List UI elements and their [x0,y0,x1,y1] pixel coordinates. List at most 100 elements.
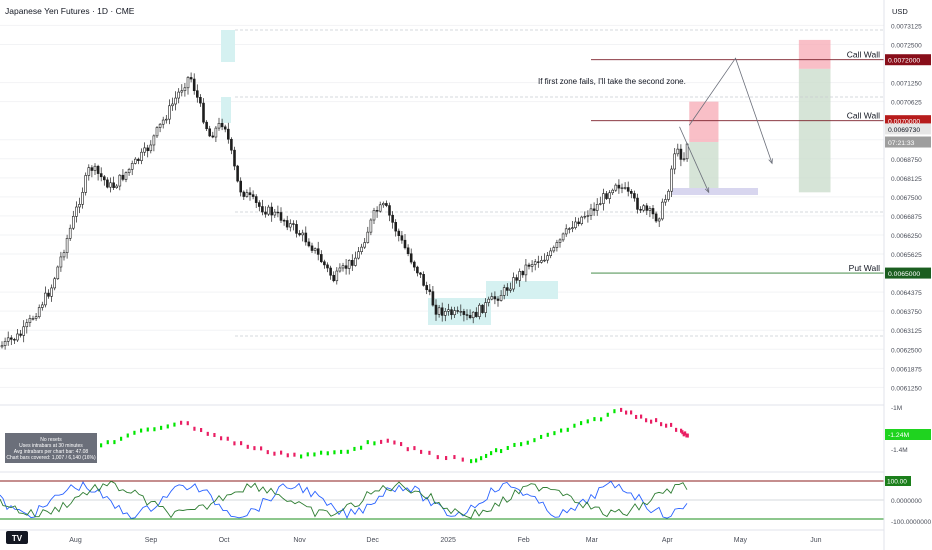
candle-body [363,242,367,248]
candle-body [223,126,227,130]
indicator-bar [226,436,229,441]
candle-body [471,311,475,319]
price-tick-label: 0.0061875 [891,366,922,373]
candle-body [409,253,413,263]
candle-body [257,202,261,207]
indicator-bar [475,458,478,463]
price-tick-label: 0.0066875 [891,214,922,221]
candle-body [350,259,354,266]
indicator-bar [220,436,223,441]
candle-body [509,288,512,291]
candle-body [540,260,543,263]
candle-body [440,307,444,316]
candle-body [530,264,534,267]
candle-body [341,265,345,269]
candle-body [381,203,385,206]
candlestick-series [0,72,689,350]
indicator-bar [645,418,648,423]
oscillator-tick: 0.0000000 [891,498,922,505]
indicator-bar [650,419,653,424]
time-axis[interactable]: Aug Sep Oct Nov Dec 2025 Feb Mar Apr May Jun [0,529,884,544]
candle-body [465,314,469,316]
candle-body [264,211,267,215]
candle-body [546,255,549,261]
candle-body [403,239,407,249]
price-tick-label: 0.0066250 [891,233,922,240]
indicator-bar [681,430,684,435]
projection-arrow [688,57,773,164]
info-box-line: Uses intrabars at 30 minutes [19,443,83,449]
candle-body [459,311,463,313]
candle-body [385,203,388,206]
indicator-bar [685,433,688,438]
indicator-bar [546,432,549,437]
candle-body [3,341,7,346]
candle-body [202,102,205,123]
indicator-bar [675,427,678,432]
candle-body [496,298,500,301]
candle-body [220,122,224,128]
candle-body [493,296,497,300]
candle-body [354,257,357,266]
price-tick-label: 0.0063750 [891,309,922,316]
indicator-bar [366,440,369,445]
candle-body [366,231,370,243]
candle-body [174,97,177,105]
candle-body [499,295,503,301]
time-tick-label: May [734,537,748,544]
candle-body [25,322,29,328]
oscillator-tag-label: 100.00 [887,479,907,486]
candle-body [279,212,283,221]
candle-body [118,174,122,187]
indicator-bar [420,449,423,454]
indicator-bar [428,450,431,455]
candle-body [558,239,562,243]
indicator-bar [113,440,116,445]
indicator-tick: -1.4M [891,447,908,454]
tradingview-logo: TV [6,531,28,544]
candle-body [478,304,481,317]
candle-body [574,221,577,228]
indicator-bar [606,412,609,417]
price-tag [885,123,931,135]
candle-body [602,193,605,204]
candle-body [137,158,140,161]
candle-body [53,278,57,289]
svg-text:TV: TV [12,534,23,543]
indicator-tick: -1M [891,405,902,412]
candle-body [59,256,63,268]
indicator-bar [173,422,176,427]
candle-body [37,307,41,318]
candle-body [68,227,72,239]
indicator-bar [233,441,236,446]
indicator-bar [406,447,409,452]
candle-body [227,128,230,140]
indicator-bar [560,428,563,433]
candle-body [168,105,171,120]
indicator-bar [146,427,149,432]
candle-body [338,267,342,272]
candle-body [518,271,522,281]
candle-body [406,247,410,255]
indicator-bar [340,449,343,454]
candle-body [567,228,571,230]
candle-body [90,167,94,171]
info-box-line: No resets [40,437,62,443]
candle-body [31,318,35,320]
candle-body [434,304,438,315]
indicator-bar [684,431,687,436]
candle-body [13,339,16,341]
candle-body [536,261,540,263]
indicator-bar [480,456,483,461]
indicator-bar [660,422,663,427]
candle-body [84,175,87,193]
candle-body [143,147,146,153]
price-tick-label: 0.0072500 [891,42,922,49]
candle-body [329,267,332,276]
candle-body [242,191,246,197]
candle-body [360,246,363,252]
candle-body [158,123,162,128]
price-axis[interactable]: 0.0073125 0.0072500 0.0071250 0.0070625 0.00… [883,0,931,550]
indicator-bar [485,453,488,458]
